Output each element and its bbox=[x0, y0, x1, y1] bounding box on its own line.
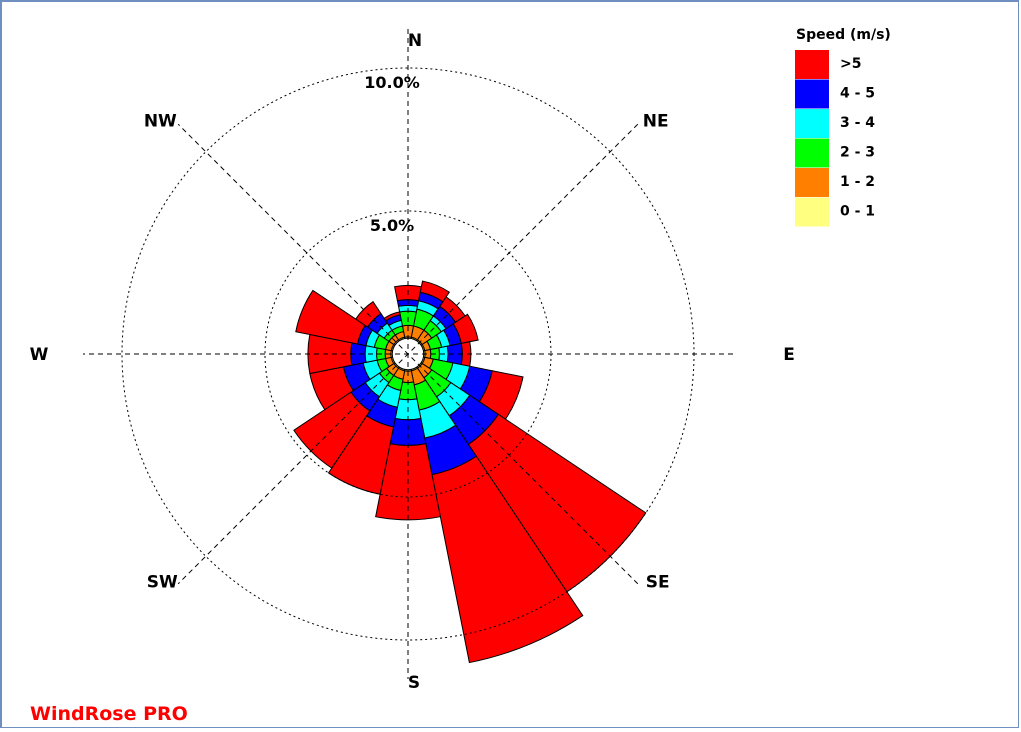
brand-label: WindRose PRO bbox=[30, 703, 188, 725]
legend-title: Speed (m/s) bbox=[796, 27, 891, 43]
labels-layer: N NE E SE S SW W NW 5.0% 10.0% bbox=[30, 31, 795, 693]
sectors-layer bbox=[293, 280, 647, 664]
compass-label-w: W bbox=[30, 345, 49, 365]
compass-label-n: N bbox=[408, 31, 422, 51]
legend-label-0: >5 bbox=[840, 56, 861, 72]
compass-label-nw: NW bbox=[144, 111, 177, 131]
legend-label-5: 0 - 1 bbox=[840, 204, 875, 220]
legend-swatch-3 bbox=[795, 138, 829, 168]
legend-swatch-4 bbox=[795, 168, 829, 197]
ring-label-5: 5.0% bbox=[370, 216, 414, 235]
ring-label-10: 10.0% bbox=[364, 73, 420, 92]
legend-swatch-2 bbox=[795, 109, 829, 138]
legend-label-3: 2 - 3 bbox=[840, 145, 875, 161]
legend-swatch-0 bbox=[795, 50, 829, 79]
legend-swatch-1 bbox=[795, 79, 829, 109]
legend-label-2: 3 - 4 bbox=[840, 115, 875, 131]
compass-label-e: E bbox=[783, 345, 795, 365]
grid-layer bbox=[83, 29, 733, 679]
compass-label-se: SE bbox=[646, 573, 670, 593]
compass-label-s: S bbox=[408, 673, 420, 693]
sector-s-bin-4 bbox=[389, 417, 427, 446]
legend-swatch-5 bbox=[795, 197, 829, 227]
compass-label-sw: SW bbox=[147, 573, 178, 593]
legend-label-4: 1 - 2 bbox=[840, 174, 875, 190]
sector-wnw-bin-5 bbox=[295, 289, 366, 345]
sector-sse-bin-5 bbox=[431, 455, 584, 664]
axis-135 bbox=[177, 123, 639, 585]
legend: Speed (m/s) >5 4 - 5 3 - 4 2 - 3 1 - 2 0 - 1 bbox=[795, 27, 891, 227]
sector-nnw-bin-5 bbox=[383, 311, 401, 322]
compass-label-ne: NE bbox=[643, 111, 669, 131]
legend-label-1: 4 - 5 bbox=[840, 86, 875, 102]
